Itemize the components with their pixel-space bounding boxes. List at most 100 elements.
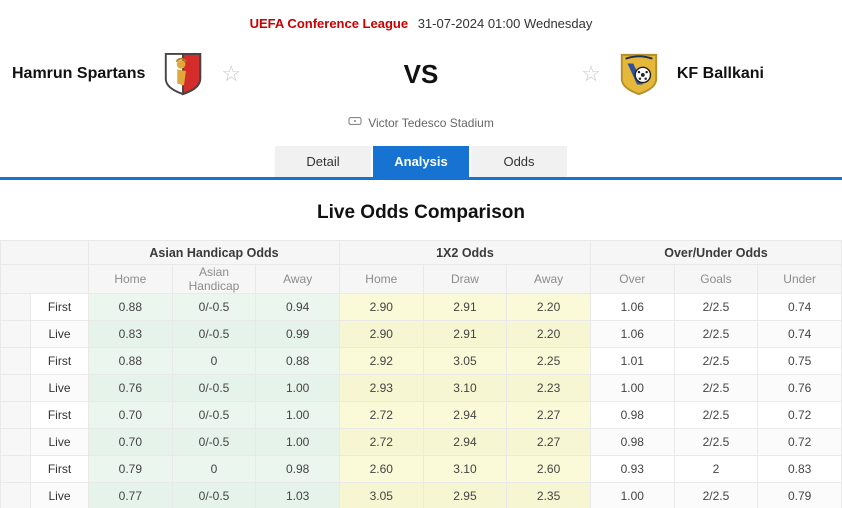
subheader-1x2-away: Away: [506, 264, 591, 294]
match-header: Hamrun Spartans ☆ VS ☆: [0, 49, 842, 99]
tab-odds[interactable]: Odds: [471, 146, 567, 177]
ou-odds-cell: 1.01: [589, 347, 675, 375]
league-title: UEFA Conference League: [249, 16, 409, 31]
subheader-ah-away: Away: [255, 264, 340, 294]
ah-odds-cell: 0.98: [255, 455, 340, 483]
x12-odds-cell: 2.35: [506, 482, 591, 508]
x12-odds-cell: 3.10: [422, 374, 508, 402]
odds-row: Live 0.83 0/-0.5 0.99 2.90 2.91 2.20 1.06 2/2.5 0…: [0, 320, 842, 348]
x12-odds-cell: 2.90: [338, 320, 424, 348]
row-corner: [0, 482, 31, 508]
x12-odds-cell: 2.95: [422, 482, 508, 508]
x12-odds-cell: 2.93: [338, 374, 424, 402]
away-side: ☆ KF Ballkani: [481, 52, 764, 96]
ou-odds-cell: 0.75: [757, 347, 842, 375]
row-corner: [0, 320, 31, 348]
row-corner: [0, 293, 31, 321]
x12-odds-cell: 3.05: [422, 347, 508, 375]
row-period-label: Live: [30, 320, 89, 348]
odds-subheader-row: Home Asian Handicap Away Home Draw Away …: [0, 264, 842, 294]
odds-row: Live 0.70 0/-0.5 1.00 2.72 2.94 2.27 0.98 2/2.5 0…: [0, 428, 842, 456]
subheader-ou-over: Over: [589, 264, 675, 294]
x12-odds-cell: 3.05: [338, 482, 424, 508]
odds-row: Live 0.77 0/-0.5 1.03 3.05 2.95 2.35 1.00 2/2.5 0…: [0, 482, 842, 508]
group-header-asian-handicap: Asian Handicap Odds: [88, 240, 340, 265]
header-corner: [0, 240, 89, 265]
ou-odds-cell: 0.98: [589, 401, 675, 429]
ou-odds-cell: 2/2.5: [673, 374, 759, 402]
home-team-name: Hamrun Spartans: [12, 65, 146, 82]
ah-odds-cell: 0.77: [88, 482, 173, 508]
subheader-1x2-draw: Draw: [422, 264, 508, 294]
odds-row: Live 0.76 0/-0.5 1.00 2.93 3.10 2.23 1.00 2/2.5 0…: [0, 374, 842, 402]
ou-odds-cell: 0.72: [757, 428, 842, 456]
ah-odds-cell: 0.88: [88, 293, 173, 321]
x12-odds-cell: 2.60: [338, 455, 424, 483]
x12-odds-cell: 2.20: [506, 320, 591, 348]
ou-odds-cell: 2/2.5: [673, 320, 759, 348]
x12-odds-cell: 2.94: [422, 401, 508, 429]
stadium-icon: [348, 115, 362, 130]
home-favorite-star-icon[interactable]: ☆: [221, 61, 242, 86]
ah-odds-cell: 0.83: [88, 320, 173, 348]
ou-odds-cell: 0.76: [757, 374, 842, 402]
x12-odds-cell: 3.10: [422, 455, 508, 483]
group-header-1x2: 1X2 Odds: [338, 240, 591, 265]
subheader-ah-home: Home: [88, 264, 173, 294]
away-favorite-star-icon[interactable]: ☆: [581, 61, 601, 86]
ah-odds-cell: 1.03: [255, 482, 340, 508]
ah-odds-cell: 0.76: [88, 374, 173, 402]
ou-odds-cell: 1.06: [589, 293, 675, 321]
ah-odds-cell: 0.70: [88, 428, 173, 456]
subheader-corner: [0, 264, 89, 294]
odds-row: First 0.88 0/-0.5 0.94 2.90 2.91 2.20 1.06 2/2.5…: [0, 293, 842, 321]
hamrun-spartans-crest-icon: [163, 52, 203, 96]
away-team-name: KF Ballkani: [676, 65, 764, 82]
x12-odds-cell: 2.27: [506, 428, 591, 456]
ou-odds-cell: 0.98: [589, 428, 675, 456]
row-corner: [0, 455, 31, 483]
subheader-ah-handicap: Asian Handicap: [171, 264, 257, 294]
tab-analysis[interactable]: Analysis: [373, 146, 469, 177]
x12-odds-cell: 2.91: [422, 293, 508, 321]
ou-odds-cell: 2/2.5: [673, 428, 759, 456]
row-period-label: Live: [30, 482, 89, 508]
row-period-label: First: [30, 401, 89, 429]
ah-odds-cell: 1.00: [255, 374, 340, 402]
home-side: Hamrun Spartans ☆: [12, 52, 361, 96]
row-corner: [0, 374, 31, 402]
page-header: UEFA Conference League 31-07-2024 01:00 …: [0, 0, 842, 31]
row-period-label: Live: [30, 428, 89, 456]
ou-odds-cell: 1.00: [589, 374, 675, 402]
row-corner: [0, 401, 31, 429]
x12-odds-cell: 2.91: [422, 320, 508, 348]
ou-odds-cell: 2/2.5: [673, 482, 759, 508]
x12-odds-cell: 2.20: [506, 293, 591, 321]
ah-odds-cell: 0: [171, 347, 257, 375]
ah-odds-cell: 0.70: [88, 401, 173, 429]
ah-odds-cell: 0/-0.5: [171, 428, 257, 456]
x12-odds-cell: 2.92: [338, 347, 424, 375]
ah-odds-cell: 1.00: [255, 401, 340, 429]
vs-label: VS: [403, 58, 439, 89]
ah-odds-cell: 0/-0.5: [171, 374, 257, 402]
ah-odds-cell: 1.00: [255, 428, 340, 456]
tab-detail[interactable]: Detail: [275, 146, 371, 177]
row-corner: [0, 347, 31, 375]
ou-odds-cell: 2/2.5: [673, 347, 759, 375]
x12-odds-cell: 2.72: [338, 428, 424, 456]
ou-odds-cell: 0.93: [589, 455, 675, 483]
group-header-over-under: Over/Under Odds: [589, 240, 842, 265]
match-datetime: 31-07-2024 01:00 Wednesday: [417, 16, 593, 31]
ou-odds-cell: 0.74: [757, 293, 842, 321]
x12-odds-cell: 2.90: [338, 293, 424, 321]
row-period-label: Live: [30, 374, 89, 402]
odds-row: First 0.79 0 0.98 2.60 3.10 2.60 0.93 2 0.83: [0, 455, 842, 483]
ah-odds-cell: 0.99: [255, 320, 340, 348]
odds-table: Asian Handicap Odds 1X2 Odds Over/Under …: [0, 240, 842, 508]
ah-odds-cell: 0.88: [255, 347, 340, 375]
ah-odds-cell: 0/-0.5: [171, 320, 257, 348]
venue-row: Victor Tedesco Stadium: [0, 115, 842, 130]
section-title: Live Odds Comparison: [317, 202, 525, 223]
